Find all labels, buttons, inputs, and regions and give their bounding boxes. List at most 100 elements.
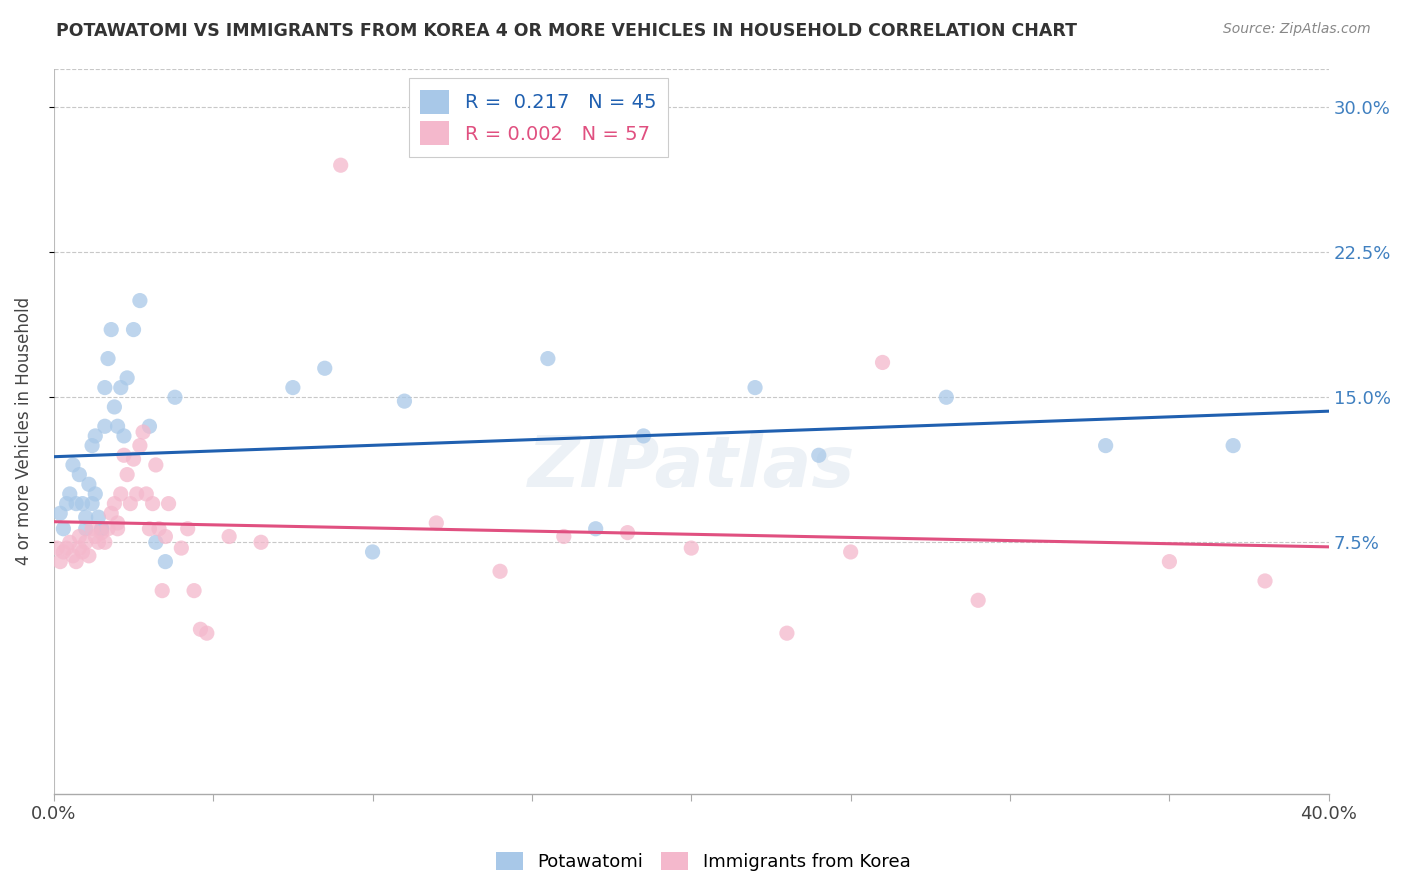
Point	[49, 555, 72, 569]
Point	[935, 390, 957, 404]
Point	[97, 522, 120, 536]
Point	[77, 477, 100, 491]
Point	[553, 529, 575, 543]
Point	[107, 419, 129, 434]
Point	[142, 497, 165, 511]
Point	[107, 516, 129, 530]
Point	[128, 293, 150, 308]
Point	[110, 487, 132, 501]
Point	[80, 522, 103, 536]
Point	[94, 381, 117, 395]
Point	[72, 545, 94, 559]
Point	[195, 626, 218, 640]
Point	[190, 623, 212, 637]
Point	[107, 522, 129, 536]
Point	[218, 529, 240, 543]
Point	[148, 522, 170, 536]
Point	[112, 429, 135, 443]
Point	[1159, 555, 1181, 569]
Point	[112, 448, 135, 462]
Point	[103, 497, 125, 511]
Point	[125, 487, 148, 501]
Point	[62, 549, 84, 563]
Point	[537, 351, 560, 366]
Point	[55, 541, 77, 555]
Point	[97, 351, 120, 366]
Point	[128, 439, 150, 453]
Point	[807, 448, 830, 462]
Point	[46, 541, 69, 555]
Point	[75, 535, 97, 549]
Point	[115, 371, 138, 385]
Point	[90, 522, 112, 536]
Point	[150, 583, 173, 598]
Point	[681, 541, 703, 555]
Point	[52, 545, 75, 559]
Point	[59, 487, 82, 501]
Point	[120, 497, 142, 511]
Point	[72, 497, 94, 511]
Point	[361, 545, 384, 559]
Point	[177, 522, 200, 536]
Point	[329, 158, 352, 172]
Point	[67, 541, 90, 555]
Point	[87, 510, 110, 524]
Point	[163, 390, 186, 404]
Point	[138, 522, 160, 536]
Point	[65, 555, 87, 569]
Point	[94, 535, 117, 549]
Text: ZIPatlas: ZIPatlas	[527, 433, 855, 502]
Point	[115, 467, 138, 482]
Point	[135, 487, 157, 501]
Point	[394, 394, 416, 409]
Legend: R =  0.217   N = 45, R = 0.002   N = 57: R = 0.217 N = 45, R = 0.002 N = 57	[409, 78, 668, 157]
Point	[1222, 439, 1244, 453]
Point	[776, 626, 799, 640]
Point	[49, 506, 72, 520]
Point	[80, 497, 103, 511]
Point	[155, 555, 177, 569]
Point	[1254, 574, 1277, 588]
Point	[489, 564, 512, 578]
Point	[94, 419, 117, 434]
Point	[145, 535, 167, 549]
Point	[87, 535, 110, 549]
Point	[59, 535, 82, 549]
Point	[84, 429, 107, 443]
Point	[250, 535, 273, 549]
Point	[122, 452, 145, 467]
Point	[90, 522, 112, 536]
Point	[967, 593, 990, 607]
Point	[103, 400, 125, 414]
Point	[75, 510, 97, 524]
Point	[75, 522, 97, 536]
Point	[138, 419, 160, 434]
Point	[100, 322, 122, 336]
Point	[62, 458, 84, 472]
Point	[633, 429, 655, 443]
Point	[84, 529, 107, 543]
Y-axis label: 4 or more Vehicles in Household: 4 or more Vehicles in Household	[15, 297, 32, 566]
Point	[52, 522, 75, 536]
Point	[110, 381, 132, 395]
Point	[90, 525, 112, 540]
Text: Source: ZipAtlas.com: Source: ZipAtlas.com	[1223, 22, 1371, 37]
Point	[65, 497, 87, 511]
Point	[1094, 439, 1116, 453]
Point	[80, 439, 103, 453]
Point	[281, 381, 304, 395]
Point	[84, 487, 107, 501]
Text: POTAWATOMI VS IMMIGRANTS FROM KOREA 4 OR MORE VEHICLES IN HOUSEHOLD CORRELATION : POTAWATOMI VS IMMIGRANTS FROM KOREA 4 OR…	[56, 22, 1077, 40]
Point	[145, 458, 167, 472]
Point	[744, 381, 766, 395]
Point	[183, 583, 205, 598]
Point	[67, 529, 90, 543]
Point	[314, 361, 336, 376]
Point	[170, 541, 193, 555]
Point	[616, 525, 638, 540]
Point	[67, 467, 90, 482]
Point	[839, 545, 862, 559]
Point	[77, 549, 100, 563]
Point	[122, 322, 145, 336]
Point	[132, 425, 155, 439]
